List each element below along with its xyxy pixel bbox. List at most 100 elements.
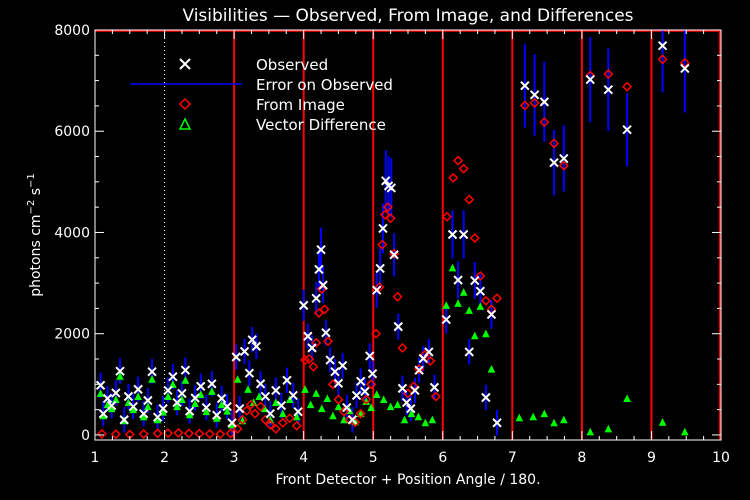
vector-difference-marker (148, 375, 156, 383)
x-tick-label: 3 (230, 450, 239, 466)
from-image-marker (215, 429, 226, 440)
vector-difference-marker (185, 410, 194, 419)
from-image-marker (379, 209, 391, 220)
observed-marker (351, 390, 362, 401)
observed-marker (163, 385, 173, 396)
legend-label-observed: Observed (256, 56, 328, 74)
from-image-marker (392, 291, 403, 302)
observed-marker (128, 401, 138, 412)
from-image-marker (385, 213, 396, 224)
observed-marker (342, 402, 352, 413)
observed-marker (458, 229, 469, 240)
vector-difference-marker (476, 302, 485, 310)
vector-difference-marker (129, 405, 138, 414)
from-image-marker (225, 428, 236, 439)
vector-difference-marker (550, 418, 558, 427)
observed-marker (260, 391, 271, 402)
from-image-marker (622, 81, 633, 92)
vector-difference-marker (244, 385, 252, 393)
vector-difference-marker (421, 418, 430, 427)
observed-marker (549, 157, 559, 168)
from-image-marker (397, 342, 408, 353)
x-tick-labels: 1 2 3 4 5 6 7 8 9 10 (91, 450, 730, 466)
from-image-marker (370, 328, 382, 339)
observed-marker (314, 264, 324, 275)
from-image-marker (152, 428, 163, 439)
from-image-marker (448, 172, 459, 183)
y-tick-label: 0 (81, 428, 90, 444)
from-image-marker (232, 423, 243, 434)
vector-difference-marker (191, 399, 199, 408)
observed-marker (486, 309, 497, 320)
from-image-marker (480, 295, 491, 306)
x-tick-label: 2 (160, 450, 169, 466)
observed-marker (365, 351, 375, 361)
from-image-marker (366, 379, 377, 390)
y-axis-label: photons cm−2 s−1 (26, 173, 44, 297)
observed-marker (271, 385, 281, 396)
observed-marker (529, 90, 540, 100)
observed-marker (406, 403, 416, 414)
observed-marker (251, 341, 262, 352)
vector-difference-marker (428, 415, 437, 424)
y-tick-label: 8000 (54, 23, 90, 39)
observed-marker (106, 400, 117, 411)
observed-marker (276, 400, 287, 411)
vector-difference-marker (559, 415, 568, 424)
vector-difference-marker (367, 403, 375, 412)
from-image-marker (237, 414, 248, 425)
vector-difference-marker (442, 301, 451, 309)
observed-marker (222, 401, 232, 412)
observed-marker (184, 406, 195, 416)
observed-marker (318, 280, 328, 290)
observed-marker (234, 403, 245, 414)
vector-difference-marker (329, 411, 337, 420)
from-image-marker (475, 270, 486, 282)
vector-difference-marker (96, 389, 105, 397)
y-axis-label-exp2: −1 (26, 173, 37, 188)
vector-difference-marker (393, 400, 402, 409)
observed-marker (680, 63, 690, 74)
vector-difference-marker (465, 306, 474, 314)
from-image-marker (361, 394, 372, 405)
observed-marker (143, 395, 153, 406)
vector-difference-marker (414, 412, 423, 421)
from-image-marker (204, 428, 215, 439)
vector-difference-marker (202, 407, 211, 416)
vector-difference-marker (482, 329, 490, 338)
legend: Observed Error on Observed From Image Ve… (130, 56, 393, 134)
observed-marker (386, 183, 397, 193)
observed-marker (381, 176, 391, 186)
from-image-marker (304, 353, 315, 365)
legend-triangle-icon (178, 117, 192, 130)
from-image-marker (260, 414, 271, 425)
observed-marker (147, 366, 157, 377)
vector-difference-marker (223, 407, 231, 415)
vector-difference-marker (107, 404, 116, 413)
from-image-marker (277, 417, 288, 428)
observed-marker (333, 378, 344, 389)
vector-difference-marker (292, 412, 301, 421)
from-image-marker (679, 57, 690, 68)
from-image-marker (382, 202, 393, 213)
from-image-marker (430, 391, 441, 402)
vector-difference-marker (529, 412, 538, 421)
from-image-marker (138, 428, 149, 439)
from-image-marker (245, 399, 256, 410)
observed-marker (293, 406, 303, 417)
y-axis-label-main: photons cm (28, 214, 44, 296)
x-tick-label: 10 (712, 450, 730, 466)
observed-marker (447, 229, 458, 240)
x-tick-label: 1 (91, 450, 100, 466)
observed-marker (424, 347, 434, 357)
observed-marker (367, 368, 378, 379)
observed-marker (111, 388, 121, 398)
observed-marker (371, 285, 382, 295)
vector-difference-marker (379, 395, 388, 404)
observed-marker (307, 343, 317, 353)
observed-marker (95, 380, 106, 391)
x-tick-label: 9 (647, 450, 656, 466)
observed-marker (168, 372, 178, 382)
from-image-marker (355, 408, 366, 419)
observed-marker (539, 97, 550, 107)
